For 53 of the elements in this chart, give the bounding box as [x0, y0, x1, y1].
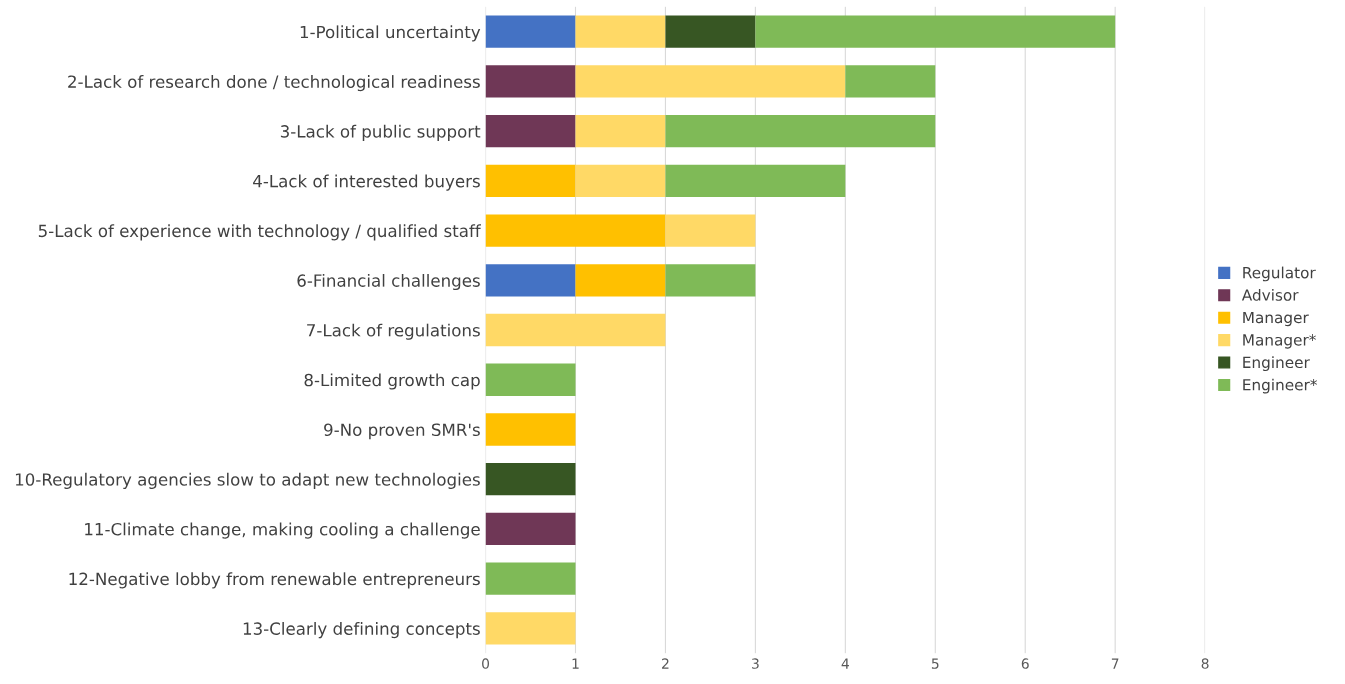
y-tick-label: 12-Negative lobby from renewable entrepreneurs [69, 572, 480, 589]
x-tick-label: 2 [662, 658, 669, 669]
bar [845, 65, 936, 98]
bar [575, 164, 666, 198]
legend-label: Manager* [1243, 334, 1316, 349]
legend-label: Engineer* [1243, 378, 1318, 394]
bar [665, 264, 756, 297]
bar [485, 413, 576, 446]
legend-label: Engineer [1243, 356, 1310, 372]
bar [665, 15, 756, 48]
bar [485, 65, 576, 98]
legend-label: Manager [1243, 311, 1309, 327]
bar [665, 164, 846, 198]
bar [485, 214, 666, 247]
x-tick-label: 0 [482, 658, 490, 669]
bar [755, 15, 1116, 48]
bar [485, 264, 576, 297]
y-tick-label: 5-Lack of experience with technology / qualified staff [38, 224, 481, 241]
y-tick-label: 13-Clearly defining concepts [243, 622, 480, 639]
x-tick-label: 3 [752, 658, 759, 669]
y-tick-label: 7-Lack of regulations [307, 323, 480, 340]
y-tick-label: 3-Lack of public support [280, 124, 481, 141]
bar [575, 114, 666, 148]
y-tick-label: 4-Lack of interested buyers [253, 174, 480, 191]
bar [665, 114, 936, 148]
y-tick-label: 9-No proven SMR's [324, 423, 480, 440]
y-tick-label: 11-Climate change, making cooling a challenge [85, 522, 480, 539]
legend-label: Regulator [1243, 266, 1316, 282]
bar [485, 15, 576, 48]
y-tick-label: 6-Financial challenges [297, 273, 480, 291]
bar [485, 612, 576, 645]
y-tick-label: 1-Political uncertainty [300, 25, 481, 42]
x-tick-label: 7 [1111, 658, 1119, 669]
bar [575, 15, 666, 48]
bar [485, 562, 576, 595]
x-tick-label: 4 [841, 658, 849, 669]
y-tick-label: 2-Lack of research done / technological readiness [68, 75, 480, 92]
bar [485, 363, 576, 396]
y-tick-label: 8-Limited growth cap [304, 373, 480, 390]
bar [485, 512, 576, 546]
bar [575, 264, 666, 297]
x-tick-label: 6 [1021, 658, 1029, 669]
x-tick-label: 5 [931, 658, 939, 669]
x-tick-label: 1 [572, 658, 579, 669]
bar [485, 463, 576, 496]
y-tick-label: 10-Regulatory agencies slow to adapt new technologies [15, 472, 480, 489]
x-tick-label: 8 [1201, 658, 1209, 669]
bar [485, 114, 576, 148]
bar [485, 313, 666, 347]
legend-label: Advisor [1241, 289, 1299, 301]
bar [575, 65, 846, 98]
bar [665, 214, 756, 247]
bar [485, 164, 576, 198]
